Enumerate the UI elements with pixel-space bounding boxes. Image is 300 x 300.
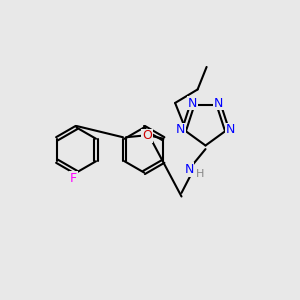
Text: O: O bbox=[142, 129, 152, 142]
Text: N: N bbox=[226, 124, 235, 136]
Text: N: N bbox=[176, 124, 185, 136]
Text: F: F bbox=[70, 172, 77, 185]
Text: N: N bbox=[184, 163, 194, 176]
Text: H: H bbox=[196, 169, 204, 179]
Text: N: N bbox=[214, 97, 224, 110]
Text: N: N bbox=[188, 97, 197, 110]
